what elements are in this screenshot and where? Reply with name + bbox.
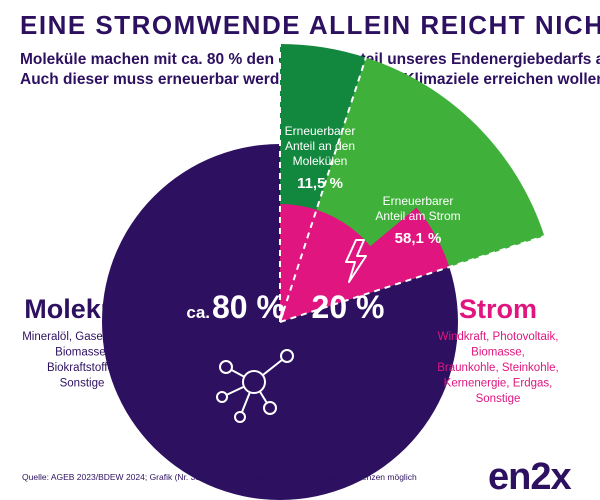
page-title: EINE STROMWENDE ALLEIN REICHT NICHT	[20, 10, 600, 40]
separator-electricity	[279, 235, 545, 323]
renewable-molecules-value: 11,5 %	[297, 175, 343, 192]
renewable-molecules-label-line: Erneuerbarer	[285, 124, 356, 138]
molecules-description-line: Biokraftstoffe,	[47, 362, 117, 374]
electricity-description-line: Biomasse,	[471, 347, 525, 359]
separator-renewable	[279, 57, 367, 323]
molecules-value: 80 %	[212, 289, 285, 325]
source-note: Quelle: AGEB 2023/BDEW 2024; Grafik (Nr.…	[22, 472, 417, 482]
molecule-atom	[216, 391, 228, 403]
molecule-atom	[263, 401, 277, 415]
brand-x: x	[550, 456, 571, 498]
electricity-description-line: Sonstige	[476, 393, 521, 405]
renewable-molecules-label-line: Molekülen	[293, 154, 348, 168]
molecules-description-line: Biomasse,	[55, 347, 109, 359]
molecule-atom	[242, 370, 266, 394]
brand-logo: en2x	[488, 456, 572, 499]
molecule-atom	[219, 360, 233, 374]
electricity-value: 20 %	[312, 289, 385, 325]
renewable-molecules-label-line: Anteil an den	[285, 139, 355, 153]
renewable-electricity-label-line: Anteil am Strom	[375, 209, 460, 223]
brand-prefix: en2	[488, 456, 551, 498]
renewable-electricity-label-line: Erneuerbarer	[383, 194, 454, 208]
molecules-value-prefix: ca.	[186, 303, 210, 322]
molecules-description-line: Sonstige	[60, 378, 105, 390]
molecules-description-line: Mineralöl, Gase, Kohle,	[22, 331, 142, 343]
electricity-description-line: Braunkohle, Steinkohle,	[437, 362, 558, 374]
renewable-electricity-value: 58,1 %	[395, 230, 442, 247]
slice-electricity-lower	[280, 207, 450, 322]
molecule-atom	[280, 349, 294, 363]
electricity-title: Strom	[459, 294, 537, 324]
electricity-description-line: Windkraft, Photovoltaik,	[438, 331, 559, 343]
electricity-description-line: Kernenergie, Erdgas,	[444, 378, 553, 390]
slice-molecules	[102, 144, 458, 500]
molecules-title: Moleküle	[24, 294, 140, 324]
molecule-atom	[234, 411, 246, 423]
lightning-icon	[345, 239, 367, 283]
molecule-icon	[216, 349, 294, 423]
